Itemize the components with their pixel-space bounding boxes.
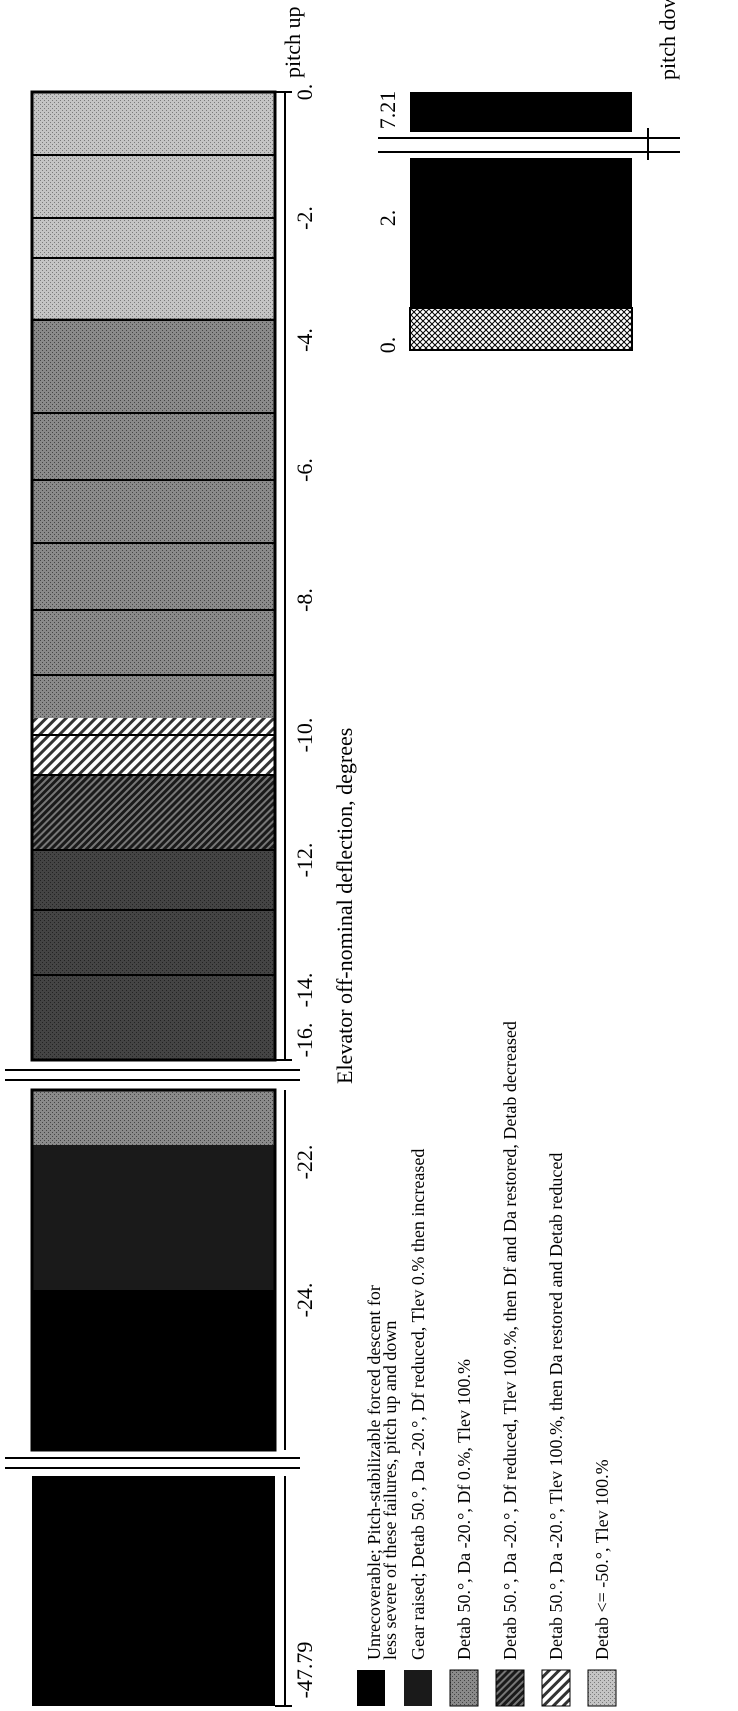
pitch-up-axis: [275, 92, 292, 1060]
legend-swatch-detab-le-m50: [588, 1670, 616, 1706]
legend-swatch-unrecoverable: [357, 1670, 385, 1706]
segment-m11-to-m12: [32, 775, 275, 850]
x-axis-label: Elevator off-nominal deflection, degrees: [332, 728, 357, 1084]
legend-swatch-detab-df-reduced: [496, 1670, 524, 1706]
pitch-down-top: [410, 92, 632, 132]
tick-label: -6.: [292, 458, 317, 482]
legend-swatch-gear-raised: [404, 1670, 432, 1706]
legend-swatch-detab-df0: [450, 1670, 478, 1706]
segment-m2-to-m4: [32, 155, 275, 218]
tick-label: -22.: [292, 1145, 317, 1180]
tick-label: -47.79: [292, 1642, 317, 1699]
legend-label: Detab 50.°, Da -20.°, Df 0.%, Tlev 100.%: [454, 1359, 474, 1660]
legend-label: Gear raised; Detab 50.°, Da -20.°, Df re…: [408, 1149, 428, 1660]
tick-label: 0.: [292, 84, 317, 101]
segment-m4-to-m5: [32, 218, 275, 318]
pitch-up-bar-end: [32, 1476, 292, 1706]
segment-m95-to-m11: [32, 718, 275, 775]
tick-label: -16.: [292, 1023, 317, 1058]
segment-m12-to-m16: [32, 850, 275, 1060]
segment-m6-to-m8: [32, 413, 275, 543]
pitch-down-bar: [378, 92, 680, 350]
legend-swatch-detab-da-restored: [542, 1670, 570, 1706]
legend-label: Detab 50.°, Da -20.°, Tlev 100.%, then D…: [546, 1153, 566, 1660]
tick-label: -8.: [292, 588, 317, 612]
pitch-up-title-line1: pitch up: [280, 7, 305, 79]
pitch-up-bar-mid: [32, 1090, 285, 1450]
pitch-down-unrecoverable: [410, 158, 632, 308]
tick-label: 0.: [375, 337, 400, 354]
legend: Unrecoverable; Pitch-stabilizable forced…: [357, 1021, 616, 1706]
pitch-down-bottom: [410, 308, 632, 350]
tick-label: -10.: [292, 718, 317, 753]
pitch-down-tick-labels: 0. 2. 7.21: [375, 91, 400, 354]
legend-label: Detab <= -50.°, Tlev 100.%: [592, 1459, 612, 1660]
legend-label: less severe of these failures, pitch up …: [380, 1321, 400, 1660]
tick-label: -4.: [292, 328, 317, 352]
pitch-up-tick-labels: 0. -2. -4. -6. -8. -10. -12. -14. -16. -…: [292, 84, 317, 1699]
tick-label: -12.: [292, 843, 317, 878]
tick-label: -14.: [292, 973, 317, 1008]
axis-break-1: [5, 1070, 300, 1080]
legend-label: Detab 50.°, Da -20.°, Df reduced, Tlev 1…: [500, 1021, 520, 1660]
segment-m8-to-m95: [32, 543, 275, 718]
tick-label: -24.: [292, 1283, 317, 1318]
tick-label: -2.: [292, 206, 317, 230]
tick-label: 2.: [375, 210, 400, 227]
axis-break-2: [5, 1458, 300, 1468]
segment-m5-to-m6: [32, 318, 275, 413]
pitch-up-bar: [32, 92, 275, 1060]
pitch-down-title: pitch down: [655, 0, 680, 80]
segment-0-to-m2: [32, 92, 275, 155]
tick-label: 7.21: [375, 91, 400, 130]
pitch-up-title: pitch up: [280, 7, 305, 79]
